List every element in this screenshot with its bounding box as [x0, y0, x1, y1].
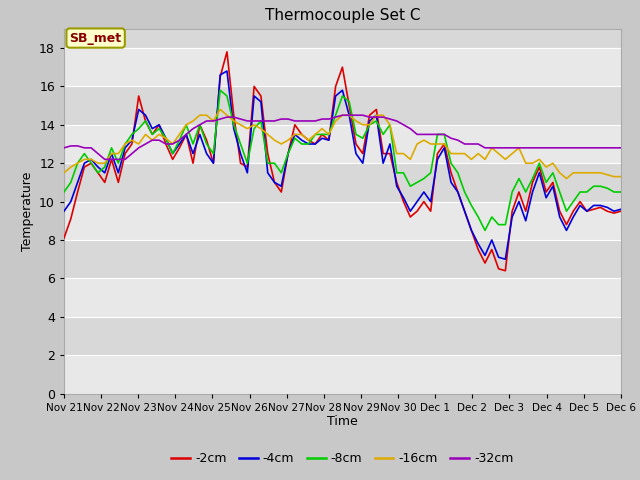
Bar [64, 163, 621, 202]
Bar [64, 48, 621, 86]
X-axis label: Time: Time [327, 415, 358, 429]
Bar [64, 278, 621, 317]
Bar [64, 10, 621, 48]
Bar [64, 240, 621, 278]
Legend: -2cm, -4cm, -8cm, -16cm, -32cm: -2cm, -4cm, -8cm, -16cm, -32cm [166, 447, 518, 470]
Text: SB_met: SB_met [70, 32, 122, 45]
Y-axis label: Temperature: Temperature [20, 171, 33, 251]
Bar [64, 86, 621, 125]
Bar [64, 202, 621, 240]
Bar [64, 125, 621, 163]
Bar [64, 317, 621, 355]
Title: Thermocouple Set C: Thermocouple Set C [265, 9, 420, 24]
Bar [64, 355, 621, 394]
